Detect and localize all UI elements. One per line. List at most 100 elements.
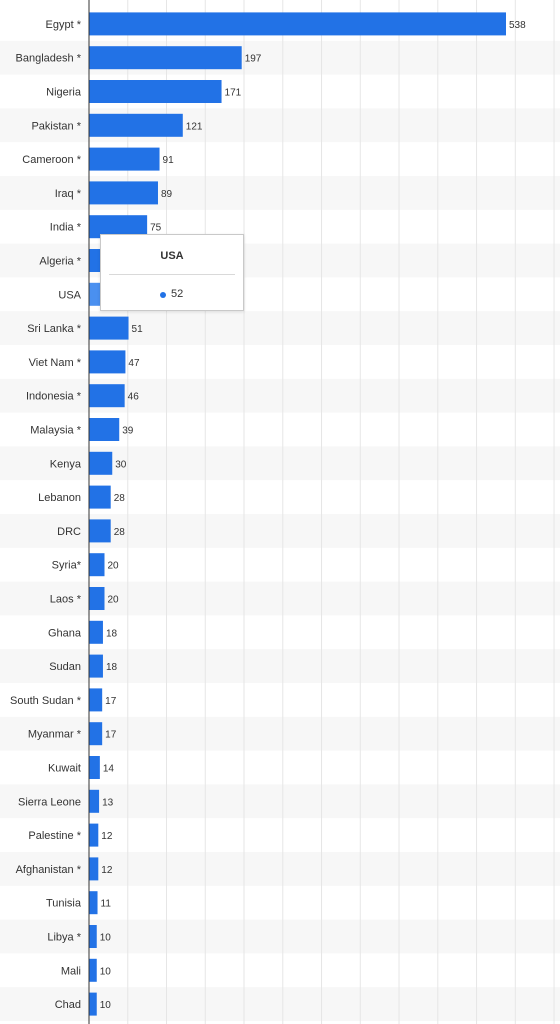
row-band bbox=[0, 40, 560, 75]
category-label: Lebanon bbox=[38, 492, 81, 504]
row-band bbox=[0, 311, 560, 345]
category-label: Iraq * bbox=[55, 188, 82, 200]
bar bbox=[89, 215, 148, 239]
row-band bbox=[0, 243, 560, 278]
row-band bbox=[0, 649, 560, 683]
data-label: 12 bbox=[101, 831, 113, 842]
chart-tooltip: USA 52 bbox=[100, 234, 244, 311]
data-label: 121 bbox=[186, 121, 203, 132]
tooltip-value: 52 bbox=[171, 288, 184, 300]
data-label: 13 bbox=[102, 797, 114, 808]
data-label: 47 bbox=[128, 358, 140, 369]
data-label: 20 bbox=[108, 595, 120, 606]
row-band bbox=[0, 378, 560, 413]
category-label: Sierra Leone bbox=[18, 796, 81, 808]
category-label: Chad bbox=[55, 999, 81, 1011]
category-label: Palestine * bbox=[28, 830, 81, 842]
data-label: 46 bbox=[128, 392, 140, 403]
category-label: Syria* bbox=[52, 560, 82, 572]
data-label: 14 bbox=[103, 764, 115, 775]
bar bbox=[89, 587, 105, 610]
tooltip-divider bbox=[109, 274, 235, 275]
data-label: 18 bbox=[106, 662, 118, 673]
data-label: 28 bbox=[114, 527, 126, 538]
bar bbox=[89, 620, 103, 644]
data-label: 538 bbox=[509, 20, 526, 31]
category-label: Malaysia * bbox=[30, 425, 81, 437]
row-band bbox=[0, 446, 560, 481]
data-label: 17 bbox=[105, 730, 117, 741]
tooltip-title: USA bbox=[160, 250, 184, 262]
bar bbox=[89, 46, 242, 70]
category-label: Bangladesh * bbox=[16, 53, 82, 65]
bar bbox=[89, 688, 103, 712]
category-label: Sri Lanka * bbox=[27, 323, 82, 335]
bar bbox=[89, 181, 158, 205]
row-band bbox=[0, 716, 560, 751]
category-label: Libya * bbox=[47, 932, 81, 944]
category-label: Sudan bbox=[49, 661, 81, 673]
row-band bbox=[0, 581, 560, 616]
bar bbox=[89, 553, 105, 577]
bar bbox=[89, 384, 125, 408]
category-label: Egypt * bbox=[46, 19, 82, 31]
data-label: 18 bbox=[106, 628, 118, 639]
category-label: Algeria * bbox=[39, 256, 81, 268]
data-label: 89 bbox=[161, 189, 173, 200]
category-label: Indonesia * bbox=[26, 391, 82, 403]
data-label: 75 bbox=[150, 223, 162, 234]
data-label: 10 bbox=[100, 966, 112, 977]
data-label: 30 bbox=[115, 459, 127, 470]
category-label: Pakistan * bbox=[31, 120, 81, 132]
data-label: 11 bbox=[101, 899, 112, 910]
row-band bbox=[0, 108, 560, 143]
bar bbox=[89, 80, 222, 103]
category-label: Myanmar * bbox=[28, 729, 82, 741]
row-band bbox=[0, 852, 560, 886]
category-label: Mali bbox=[61, 965, 81, 977]
bar bbox=[89, 519, 111, 543]
bar bbox=[89, 654, 103, 678]
bar bbox=[89, 147, 160, 171]
bar bbox=[89, 418, 120, 441]
bar bbox=[89, 113, 183, 137]
category-label: Nigeria bbox=[46, 87, 82, 99]
data-label: 17 bbox=[105, 696, 117, 707]
category-label: USA bbox=[58, 289, 81, 301]
bar bbox=[89, 958, 97, 982]
category-label: Viet Nam * bbox=[29, 357, 82, 369]
bar bbox=[89, 857, 99, 881]
bar bbox=[89, 316, 129, 340]
category-label: Ghana bbox=[48, 627, 82, 639]
category-label: Cameroon * bbox=[22, 154, 81, 166]
category-label: South Sudan * bbox=[10, 695, 82, 707]
row-band bbox=[0, 987, 560, 1021]
bar bbox=[89, 722, 103, 746]
bar bbox=[89, 891, 98, 915]
bar bbox=[89, 756, 100, 779]
bar bbox=[89, 485, 111, 509]
category-label: Kuwait bbox=[48, 763, 81, 775]
bar bbox=[89, 12, 506, 36]
data-label: 28 bbox=[114, 493, 126, 504]
data-label: 51 bbox=[132, 324, 144, 335]
bar bbox=[89, 823, 99, 847]
tooltip-series-dot bbox=[160, 292, 166, 298]
data-label: 91 bbox=[163, 155, 175, 166]
category-label: DRC bbox=[57, 526, 81, 538]
data-label: 12 bbox=[101, 865, 113, 876]
data-label: 10 bbox=[100, 1000, 112, 1011]
bar bbox=[89, 350, 126, 374]
bar bbox=[89, 789, 100, 813]
row-band bbox=[0, 784, 560, 819]
category-label: Tunisia bbox=[46, 898, 82, 910]
row-band bbox=[0, 176, 560, 210]
data-label: 10 bbox=[100, 933, 112, 944]
data-label: 197 bbox=[245, 54, 262, 65]
category-label: India * bbox=[50, 222, 82, 234]
row-band bbox=[0, 919, 560, 954]
bar bbox=[89, 451, 113, 475]
data-label: 171 bbox=[225, 88, 242, 99]
category-label: Kenya bbox=[50, 458, 82, 470]
bar bbox=[89, 925, 97, 948]
